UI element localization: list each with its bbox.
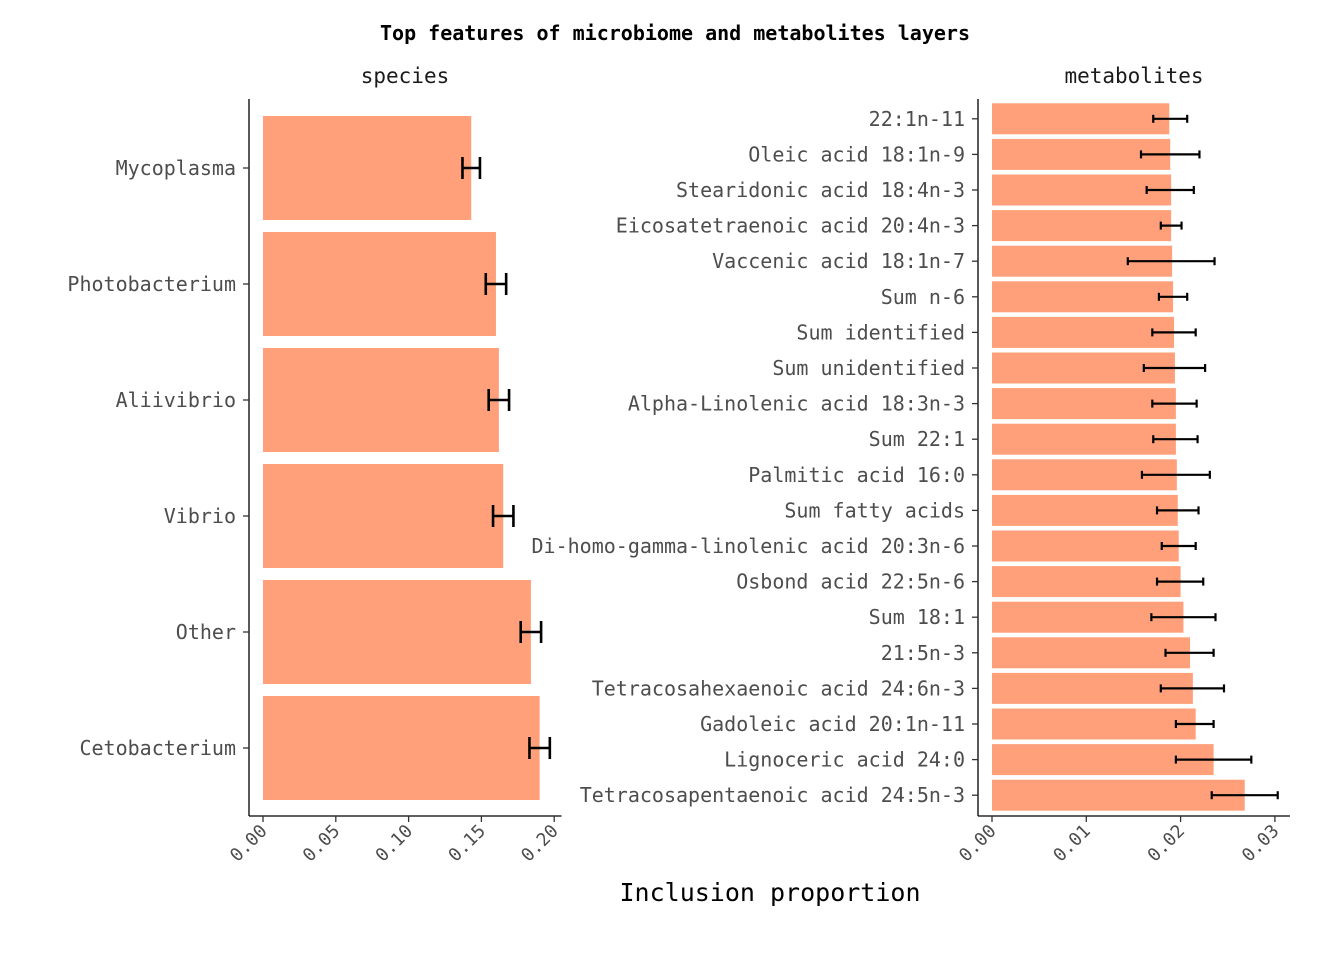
category-label: Photobacterium bbox=[67, 272, 236, 296]
x-tick-label: 0.15 bbox=[444, 821, 490, 867]
chart-title: Top features of microbiome and metabolit… bbox=[380, 21, 970, 45]
x-tick-label: 0.03 bbox=[1238, 821, 1284, 867]
category-label: Other bbox=[176, 620, 236, 644]
category-label: Sum fatty acids bbox=[784, 498, 965, 522]
bar bbox=[992, 423, 1176, 455]
category-label: Vaccenic acid 18:1n-7 bbox=[712, 249, 965, 273]
bar bbox=[992, 174, 1172, 206]
bar bbox=[992, 494, 1178, 526]
category-label: Aliivibrio bbox=[116, 388, 236, 412]
bar bbox=[992, 316, 1174, 348]
panel-title-metabolites: metabolites bbox=[1064, 64, 1203, 88]
category-label: Mycoplasma bbox=[116, 156, 236, 180]
category-label: Stearidonic acid 18:4n-3 bbox=[676, 178, 965, 202]
category-label: 22:1n-11 bbox=[869, 107, 965, 131]
x-axis-title: Inclusion proportion bbox=[619, 878, 920, 907]
category-label: 21:5n-3 bbox=[881, 641, 965, 665]
x-tick-label: 0.02 bbox=[1144, 821, 1190, 867]
x-tick-label: 0.20 bbox=[517, 821, 563, 867]
category-label: Lignoceric acid 24:0 bbox=[724, 748, 965, 772]
category-label: Eicosatetraenoic acid 20:4n-3 bbox=[616, 214, 965, 238]
category-label: Tetracosahexaenoic acid 24:6n-3 bbox=[592, 676, 965, 700]
category-label: Alpha-Linolenic acid 18:3n-3 bbox=[628, 392, 965, 416]
category-label: Vibrio bbox=[164, 504, 236, 528]
bar bbox=[992, 566, 1181, 598]
bar bbox=[263, 348, 499, 452]
category-label: Sum n-6 bbox=[881, 285, 965, 309]
category-label: Oleic acid 18:1n-9 bbox=[748, 142, 965, 166]
category-label: Gadoleic acid 20:1n-11 bbox=[700, 712, 965, 736]
category-label: Tetracosapentaenoic acid 24:5n-3 bbox=[580, 783, 965, 807]
bar bbox=[263, 696, 540, 800]
x-tick-label: 0.10 bbox=[372, 821, 418, 867]
metabolites-panel: 22:1n-11 Oleic acid 18:1n-9 Stearidonic ac… bbox=[532, 99, 1290, 866]
bar bbox=[263, 464, 504, 568]
category-label: Sum 18:1 bbox=[869, 605, 965, 629]
x-tick-label: 0.00 bbox=[955, 821, 1001, 867]
bar bbox=[992, 637, 1191, 669]
species-panel: Mycoplasma Photobacterium Aliivibrio Vibrio… bbox=[67, 99, 563, 867]
panel-title-species: species bbox=[361, 64, 450, 88]
bar bbox=[992, 281, 1174, 313]
bar bbox=[992, 672, 1193, 704]
bar bbox=[992, 530, 1179, 562]
bar bbox=[992, 210, 1172, 242]
x-tick-label: 0.05 bbox=[299, 821, 345, 867]
category-label: Sum identified bbox=[796, 320, 965, 344]
category-label: Palmitic acid 16:0 bbox=[748, 463, 965, 487]
category-label: Osbond acid 22:5n-6 bbox=[736, 570, 965, 594]
bar bbox=[992, 103, 1170, 135]
bar bbox=[263, 116, 472, 220]
bar bbox=[992, 779, 1245, 811]
bar bbox=[263, 580, 531, 684]
category-label: Cetobacterium bbox=[79, 736, 236, 760]
bar bbox=[992, 388, 1176, 420]
x-tick-label: 0.00 bbox=[226, 821, 272, 867]
category-label: Di-homo-gamma-linolenic acid 20:3n-6 bbox=[532, 534, 965, 558]
bar bbox=[992, 708, 1196, 740]
bar bbox=[263, 232, 496, 336]
x-tick-label: 0.01 bbox=[1049, 821, 1095, 867]
category-label: Sum 22:1 bbox=[869, 427, 965, 451]
category-label: Sum unidentified bbox=[772, 356, 965, 380]
